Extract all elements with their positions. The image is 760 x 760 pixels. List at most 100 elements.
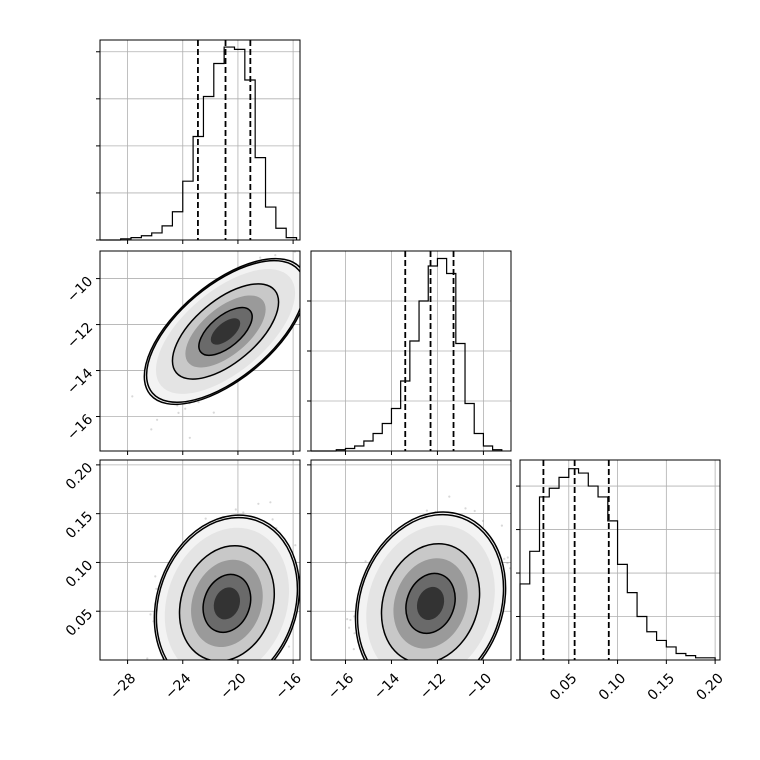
scatter-point xyxy=(213,677,215,679)
scatter-point xyxy=(197,401,200,404)
scatter-point xyxy=(259,256,262,259)
scatter-point xyxy=(184,407,187,410)
scatter-point xyxy=(408,682,410,684)
scatter-point xyxy=(251,667,253,669)
contour-line-outer xyxy=(145,259,300,404)
contour-line-0 xyxy=(198,306,253,357)
scatter-point xyxy=(402,674,404,676)
scatter-point xyxy=(490,660,492,662)
scatter-point xyxy=(205,673,207,675)
scatter-point xyxy=(403,669,405,671)
scatter-point xyxy=(195,660,197,662)
scatter-point xyxy=(195,694,197,696)
scatter-point xyxy=(515,566,517,568)
scatter-point xyxy=(202,673,204,675)
scatter-point xyxy=(214,663,216,665)
scatter-point xyxy=(204,669,206,671)
scatter-point xyxy=(397,690,399,692)
scatter-point xyxy=(200,669,202,671)
scatter-point xyxy=(201,664,203,666)
scatter-point xyxy=(378,671,380,673)
scatter-point xyxy=(210,689,212,691)
scatter-point xyxy=(201,676,203,678)
scatter-point xyxy=(449,673,451,675)
scatter-point xyxy=(234,669,236,671)
hist-p2-frame xyxy=(519,459,721,661)
scatter-point xyxy=(448,495,451,498)
scatter-point xyxy=(274,254,277,257)
scatter-point xyxy=(231,706,233,708)
scatter-point xyxy=(407,694,409,696)
scatter-point xyxy=(193,662,195,664)
scatter-point xyxy=(399,660,401,662)
hist-p2-grid xyxy=(520,460,720,661)
scatter-point xyxy=(211,670,213,672)
contour-line-2 xyxy=(153,514,300,660)
scatter-point xyxy=(371,662,373,664)
hist-p0-grid xyxy=(100,40,300,241)
scatter-point xyxy=(131,395,134,398)
scatter-point xyxy=(294,544,297,547)
scatter-point xyxy=(198,692,200,694)
scatter-point xyxy=(403,673,405,675)
density-level-5 xyxy=(210,318,241,345)
hist-panel-p0 xyxy=(96,39,301,244)
scatter-point xyxy=(214,671,216,673)
scatter-point xyxy=(227,673,229,675)
scatter-point xyxy=(207,684,209,686)
scatter-point xyxy=(199,681,201,683)
scatter-point xyxy=(177,668,179,670)
scatter-point xyxy=(218,663,220,665)
scatter-panel-p0-p1 xyxy=(96,250,301,455)
scatter-point xyxy=(265,694,267,696)
scatter-point xyxy=(410,669,412,671)
hist-line-p2 xyxy=(519,468,716,660)
scatter-point xyxy=(250,702,252,704)
scatter-point xyxy=(226,677,228,679)
scatter-point xyxy=(241,661,243,663)
scatter-point xyxy=(219,666,221,668)
scatter-point xyxy=(376,673,378,675)
scatter-point xyxy=(414,661,416,663)
scatter-point xyxy=(240,664,242,666)
scatter-point xyxy=(404,671,406,673)
contour-line-1 xyxy=(178,544,276,660)
scatter-point xyxy=(390,664,392,666)
scatter-point xyxy=(349,618,352,622)
scatter-point xyxy=(410,675,412,677)
scatter-point xyxy=(360,661,362,663)
scatter-point xyxy=(216,661,218,663)
scatter-point xyxy=(453,672,455,674)
contour-line-2 xyxy=(143,257,300,406)
contour-line-1 xyxy=(171,283,280,380)
scatter-point xyxy=(229,673,231,675)
scatter-inner-2 xyxy=(345,495,517,700)
scatter-point xyxy=(212,670,214,672)
scatter-point xyxy=(200,668,202,670)
contours-0 xyxy=(143,257,300,406)
scatter-point xyxy=(352,648,355,651)
scatter-point xyxy=(209,664,211,666)
scatter-1-frame xyxy=(99,459,301,661)
scatter-point xyxy=(393,698,395,700)
scatter-point xyxy=(155,587,158,590)
scatter-point xyxy=(348,626,351,629)
scatter-point xyxy=(366,683,368,685)
scatter-panel-p1-p2 xyxy=(307,459,517,700)
scatter-point xyxy=(425,671,427,673)
scatter-inner-1 xyxy=(146,501,300,708)
contour-line-outer xyxy=(155,516,299,660)
scatter-point xyxy=(204,678,206,680)
hist-p1-frame xyxy=(310,250,512,452)
scatter-panel-p0-p2 xyxy=(96,459,301,708)
scatter-point xyxy=(389,668,391,670)
scatter-point xyxy=(204,517,207,520)
scatter-point xyxy=(190,662,192,664)
scatter-point xyxy=(464,507,467,510)
scatter-point xyxy=(196,665,198,667)
scatter-point xyxy=(271,518,274,521)
scatter-point xyxy=(214,664,216,666)
contour-line-0 xyxy=(202,573,252,634)
scatter-point xyxy=(433,662,435,664)
